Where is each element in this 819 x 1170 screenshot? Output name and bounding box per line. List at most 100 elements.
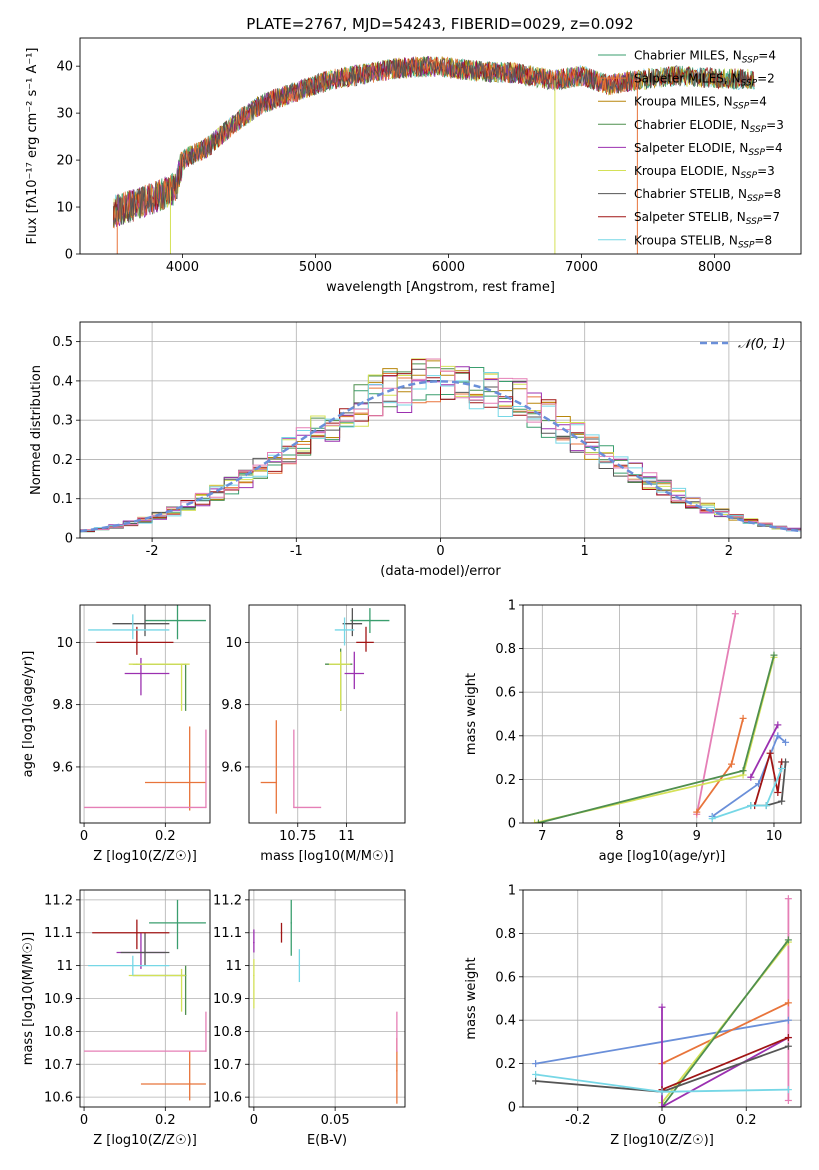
x-axis-label: mass [log10(M/M☉)]	[260, 849, 393, 864]
y-axis-label: mass weight	[464, 957, 479, 1039]
x-axis-label: (data-model)/error	[380, 564, 501, 579]
axes-frame	[248, 889, 406, 1108]
data-point	[298, 964, 301, 967]
x-tick-label: 9	[693, 829, 701, 844]
y-axis-label: mass weight	[464, 673, 479, 755]
data-point	[136, 641, 138, 644]
chart-z_weight: -0.2 0 0.2 0 0.2 0.4 0.6 0.8 1 Z [log10(Z/Z☉)] mas…	[464, 884, 802, 1148]
y-tick-label: 0.1	[52, 492, 73, 507]
x-tick-label: -2	[146, 544, 159, 559]
legend-entry: Kroupa ELODIE, NSSP=3	[634, 164, 775, 181]
data-point	[188, 781, 191, 784]
data-point	[188, 1083, 191, 1085]
y-tick-label: 20	[56, 154, 73, 169]
legend-entry: Kroupa STELIB, NSSP=8	[634, 233, 772, 250]
y-tick-label: 0.8	[495, 927, 516, 942]
y-tick-label: 0.4	[495, 729, 516, 744]
data-point	[132, 964, 134, 967]
axes-frame	[79, 604, 211, 824]
series-line-6	[753, 752, 783, 806]
y-tick-label: 10.8	[44, 1025, 73, 1040]
y-tick-label: 0.4	[495, 1014, 516, 1029]
data-point	[136, 931, 138, 934]
y-tick-label: 9.8	[52, 698, 73, 713]
y-tick-label: 11.1	[213, 926, 242, 941]
axes-frame	[248, 604, 406, 824]
axes-frame	[522, 889, 802, 1108]
chart-age_weight: 7 8 9 10 0 0.2 0.4 0.6 0.8 1 age [log10(age/yr)] ma…	[464, 599, 802, 864]
data-point	[275, 781, 278, 784]
data-point	[293, 806, 295, 809]
y-tick-label: 10.9	[213, 992, 242, 1007]
data-point	[343, 629, 346, 631]
y-axis-label: Normed distribution	[29, 365, 44, 495]
series-line-8	[711, 768, 783, 820]
data-point	[132, 629, 134, 631]
data-point	[351, 622, 354, 625]
axes-frame	[522, 604, 802, 824]
data-point	[353, 672, 356, 675]
plot-area	[84, 605, 207, 811]
y-tick-label: 0.6	[495, 970, 516, 985]
x-tick-label: 10	[766, 829, 783, 844]
chart-z_mass: 0 0.2 10.6 10.7 10.8 10.9 11 11.1 11.2 Z [log10(Z…	[21, 889, 211, 1148]
chart-mass_age: 10.75 11 9.6 9.8 10 mass [log10(M/M☉)]	[221, 604, 406, 864]
x-tick-label: 11	[338, 829, 355, 844]
x-tick-label: 7	[538, 829, 546, 844]
x-tick-label: 7000	[565, 260, 598, 275]
x-axis-label: Z [log10(Z/Z☉)]	[93, 849, 197, 864]
y-tick-label: 10.9	[44, 992, 73, 1007]
data-point	[365, 641, 367, 644]
y-tick-label: 11	[56, 959, 73, 974]
plot-area	[112, 55, 755, 254]
x-tick-label: 8000	[698, 260, 731, 275]
legend-entry: Salpeter MILES, NSSP=2	[634, 72, 775, 89]
x-tick-label: -1	[290, 544, 303, 559]
plot-area	[260, 608, 390, 814]
data-point	[180, 663, 183, 665]
x-tick-label: -0.2	[565, 1113, 590, 1128]
y-tick-label: 9.8	[221, 698, 242, 713]
data-point	[205, 1050, 207, 1052]
chart-ebv_mass: 0 0.05 10.6 10.7 10.8 10.9 11 11.1 11.2 E(B-V)	[213, 889, 406, 1148]
y-tick-label: 10.6	[213, 1091, 242, 1106]
legend: Chabrier MILES, NSSP=4 Salpeter MILES, NS…	[598, 49, 784, 250]
legend-entry: Chabrier ELODIE, NSSP=3	[634, 118, 784, 135]
data-point	[140, 672, 142, 675]
axes-frame	[79, 889, 211, 1108]
x-tick-label: 0	[80, 829, 88, 844]
plot-area	[531, 610, 790, 823]
normal-reference-curve	[80, 380, 801, 533]
y-tick-label: 1	[508, 599, 516, 614]
y-tick-label: 40	[56, 60, 73, 75]
y-tick-label: 10	[56, 201, 73, 216]
y-tick-label: 0.6	[495, 686, 516, 701]
data-point	[369, 619, 371, 622]
x-tick-label: 0.2	[736, 1113, 757, 1128]
x-axis-label: Z [log10(Z/Z☉)]	[93, 1133, 197, 1148]
legend: 𝒩(0, 1)	[700, 337, 785, 352]
y-tick-label: 0.8	[495, 642, 516, 657]
legend-entry: Kroupa MILES, NSSP=4	[634, 95, 767, 112]
plot-area	[80, 358, 801, 534]
data-point	[205, 806, 207, 809]
y-tick-label: 11.1	[44, 926, 73, 941]
x-tick-label: 0.2	[155, 1113, 176, 1128]
x-tick-label: 0	[80, 1113, 88, 1128]
x-axis-label: Z [log10(Z/Z☉)]	[610, 1133, 714, 1148]
y-tick-label: 11	[225, 959, 242, 974]
y-tick-label: 0	[508, 1101, 516, 1116]
y-tick-label: 0.2	[52, 453, 73, 468]
chart-z_age: 0 0.2 9.6 9.8 10 Z [log10(Z/Z☉)] age [log10(ag…	[21, 604, 211, 864]
y-tick-label: 10.7	[213, 1058, 242, 1073]
y-axis-label: Flux [fλ10⁻¹⁷ erg cm⁻² s⁻¹ A⁻¹]	[25, 48, 40, 245]
data-point	[253, 941, 255, 944]
legend-entry: Chabrier MILES, NSSP=4	[634, 49, 776, 66]
y-tick-label: 0.2	[495, 1057, 516, 1072]
data-point	[144, 951, 146, 954]
data-point	[176, 619, 179, 622]
x-tick-label: 0	[436, 544, 444, 559]
data-point	[144, 622, 146, 625]
y-tick-label: 0.2	[495, 773, 516, 788]
